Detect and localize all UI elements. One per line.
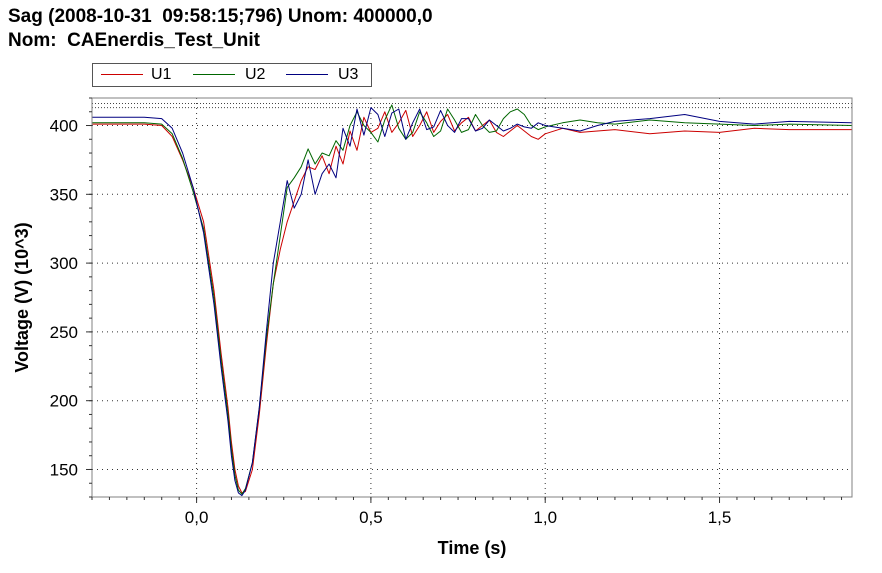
x-axis-title: Time (s)	[438, 538, 507, 558]
x-tick-label: 0,0	[185, 508, 209, 527]
legend-swatch-u3	[286, 74, 328, 75]
y-tick-label: 150	[50, 460, 78, 479]
series-layer	[92, 104, 853, 497]
series-line-u3	[92, 107, 853, 497]
axis-ticks: 0,0 0,5 1,0 1,5 150 200 250 300 350 400	[50, 97, 843, 527]
x-tick-label: 1,5	[708, 508, 732, 527]
x-tick-label: 0,5	[359, 508, 383, 527]
y-tick-label: 250	[50, 323, 78, 342]
legend-label-u1: U1	[151, 66, 172, 83]
grid	[92, 98, 852, 497]
legend-swatch-u2	[193, 74, 235, 75]
y-tick-label: 200	[50, 392, 78, 411]
series-line-u1	[92, 109, 852, 494]
chart-title-line-2: Nom: CAEnerdis_Test_Unit	[8, 30, 260, 51]
legend: U1 U2 U3	[92, 63, 372, 87]
legend-label-u2: U2	[245, 66, 266, 83]
legend-swatch-u1	[101, 74, 143, 75]
y-tick-label: 400	[50, 117, 78, 136]
y-axis-title: Voltage (V) (10^3)	[12, 222, 32, 372]
x-tick-label: 1,0	[533, 508, 557, 527]
y-tick-label: 350	[50, 185, 78, 204]
series-line-u2	[92, 104, 853, 495]
chart-title-line-1: Sag (2008-10-31 09:58:15;796) Unom: 4000…	[8, 6, 433, 27]
y-tick-label: 300	[50, 254, 78, 273]
legend-label-u3: U3	[338, 66, 359, 83]
reference-lines	[92, 103, 852, 109]
plot-frame	[91, 97, 853, 498]
